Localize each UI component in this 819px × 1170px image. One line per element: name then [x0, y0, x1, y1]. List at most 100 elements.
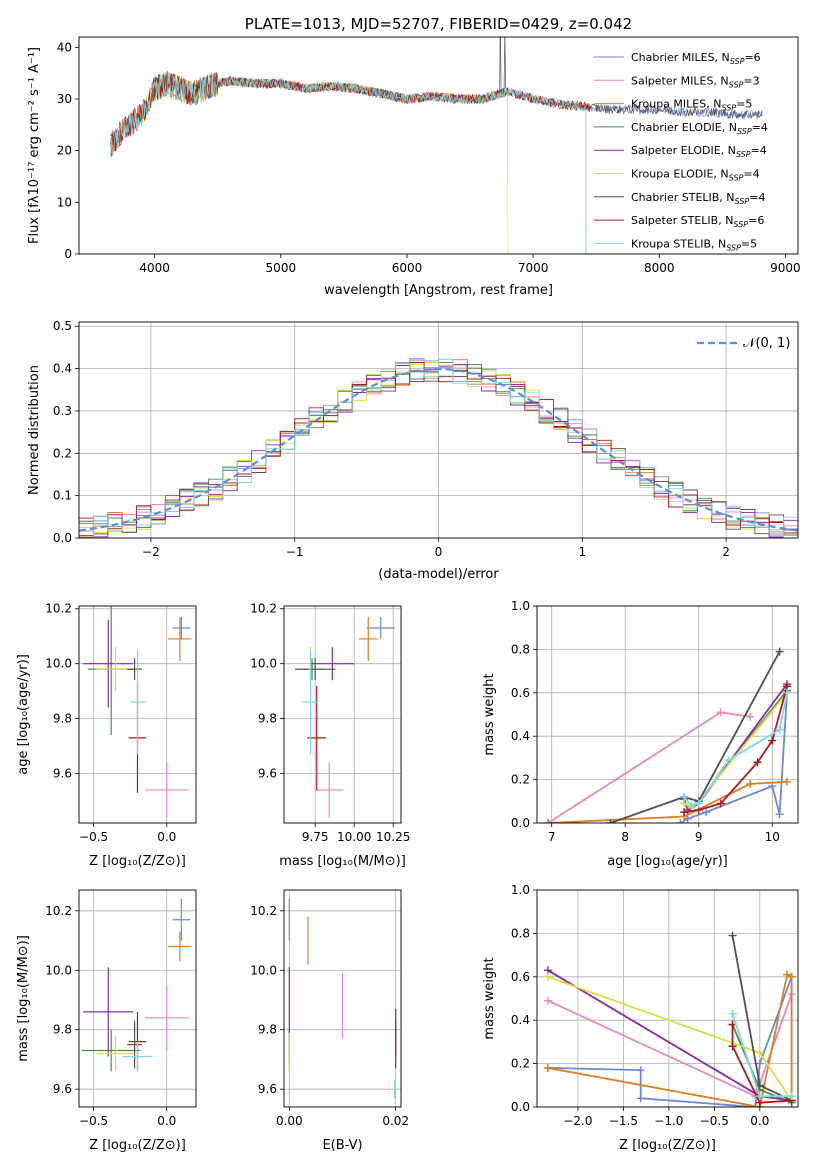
x-tick-label: −2	[142, 545, 160, 559]
y-tick-label: 1.0	[511, 883, 530, 897]
x-axis-label: E(B-V)	[322, 1138, 362, 1153]
x-tick-label: −0.5	[79, 830, 108, 844]
x-tick-label: 10.25	[376, 830, 410, 844]
axes-frame	[78, 321, 799, 539]
weight-marker	[755, 1092, 764, 1101]
x-tick-label: 10	[765, 830, 780, 844]
y-tick-label: 9.6	[53, 767, 72, 781]
y-tick-label: 0.8	[511, 926, 530, 940]
weight-line	[547, 780, 788, 823]
y-tick-label: 9.6	[258, 767, 277, 781]
legend-label: Salpeter MILES, NSSP=3	[631, 74, 760, 89]
legend-label: Chabrier STELIB, NSSP=4	[631, 191, 765, 206]
x-tick-label: 0.0	[157, 1114, 176, 1128]
weight-marker	[728, 1009, 737, 1018]
x-tick-label: −0.5	[700, 1114, 729, 1128]
y-tick-label: 9.8	[258, 712, 277, 726]
x-axis-label: Z [log₁₀(Z/Z⊙)]	[89, 854, 186, 869]
weight-marker	[775, 810, 784, 819]
panel-mass-weight-vs-Z: −2.0 −1.5 −1.0 −0.5 0.0 0.0 0.2 0.4 0.6 0.8 1.0 Z […	[482, 883, 799, 1153]
y-tick-label: 9.8	[53, 712, 72, 726]
weight-marker	[782, 688, 791, 697]
weight-marker	[606, 819, 615, 823]
errorbars	[83, 606, 192, 818]
x-axis-label: wavelength [Angstrom, rest frame]	[324, 283, 553, 298]
x-axis-label: Z [log₁₀(Z/Z⊙)]	[89, 1138, 186, 1153]
weight-marker	[694, 799, 703, 808]
weight-marker	[716, 708, 725, 717]
axes-frame	[536, 889, 799, 1108]
axes-frame	[78, 36, 799, 255]
legend-label: Chabrier MILES, NSSP=6	[631, 51, 761, 66]
x-tick-label: 5000	[266, 261, 297, 275]
normal-reference-curve	[79, 367, 798, 532]
x-tick-label: −1	[286, 545, 304, 559]
panel-mass-vs-Z: −0.5 0.0 9.6 9.8 10.0 10.2 Z [log₁₀(Z/Z⊙)] mass…	[16, 889, 197, 1153]
y-tick-label: 9.6	[258, 1082, 277, 1096]
legend-label: Kroupa MILES, NSSP=5	[631, 98, 752, 113]
x-axis-label: (data-model)/error	[378, 567, 499, 582]
weight-marker	[746, 712, 755, 721]
errorbars	[288, 898, 397, 1099]
y-tick-label: 0.4	[511, 729, 530, 743]
panel-mass-weight-vs-age: 7 8 9 10 0.0 0.2 0.4 0.6 0.8 1.0 age [log₁₀(age/yr…	[482, 599, 799, 869]
weight-marker	[636, 1066, 645, 1075]
x-tick-label: 0.0	[750, 1114, 769, 1128]
panel-spectrum: 4000 5000 6000 7000 8000 9000 0 10 20 30 40 Chabrie…	[27, 15, 801, 298]
x-tick-label: 9000	[770, 261, 801, 275]
weight-line	[547, 976, 793, 1107]
y-tick-label: 9.8	[53, 1023, 72, 1037]
y-axis-label: mass weight	[482, 957, 497, 1039]
panel-residuals: −2 −1 0 1 2 0.0 0.1 0.2 0.3 0.4 0.5 𝒩(0, 1) (data-mo…	[27, 319, 799, 582]
y-tick-label: 0.0	[53, 531, 72, 545]
y-tick-label: 10.0	[45, 963, 72, 977]
x-tick-label: 6000	[392, 261, 423, 275]
y-tick-label: 0.4	[511, 1013, 530, 1027]
weight-marker	[680, 792, 689, 801]
panel-age-vs-mass: 9.75 10.00 10.25 9.6 9.8 10.0 10.2 mass [log₁₀(…	[250, 602, 410, 869]
x-tick-label: 4000	[139, 261, 170, 275]
spectrum-line-9	[110, 71, 587, 254]
weight-marker	[787, 972, 796, 981]
x-tick-label: 8000	[644, 261, 675, 275]
y-tick-label: 0.0	[511, 816, 530, 830]
chart-title: PLATE=1013, MJD=52707, FIBERID=0429, z=0…	[245, 15, 632, 33]
y-axis-label: mass [log₁₀(M/M⊙)]	[16, 935, 31, 1062]
panel-age-vs-Z: −0.5 0.0 9.6 9.8 10.0 10.2 Z [log₁₀(Z/Z⊙)] age …	[16, 602, 197, 869]
weight-marker	[724, 756, 733, 765]
weight-marker	[775, 647, 784, 656]
weight-marker	[768, 736, 777, 745]
weight-marker	[543, 972, 552, 981]
weight-marker	[782, 777, 791, 786]
y-axis-label: mass weight	[482, 673, 497, 755]
x-tick-label: 0.0	[157, 830, 176, 844]
x-tick-label: −0.5	[79, 1114, 108, 1128]
weight-marker	[544, 819, 553, 823]
weight-marker	[787, 1092, 796, 1101]
y-tick-label: 10.2	[250, 602, 277, 616]
y-tick-label: 10.0	[250, 657, 277, 671]
weight-line	[610, 651, 781, 823]
y-tick-label: 0.1	[53, 489, 72, 503]
weight-marker	[543, 1063, 552, 1072]
axes-frame	[283, 605, 402, 824]
y-tick-label: 10	[57, 195, 72, 209]
weight-marker	[543, 996, 552, 1005]
weight-marker	[746, 779, 755, 788]
x-axis-label: mass [log₁₀(M/M⊙)]	[279, 854, 406, 869]
y-tick-label: 9.8	[258, 1023, 277, 1037]
y-tick-label: 10.0	[45, 657, 72, 671]
y-tick-label: 0.0	[511, 1100, 530, 1114]
weight-marker	[755, 1048, 764, 1057]
x-tick-label: 9.75	[302, 830, 329, 844]
weight-line	[547, 973, 793, 1107]
legend-label: Kroupa ELODIE, NSSP=4	[631, 168, 760, 183]
x-tick-label: −1.0	[654, 1114, 683, 1128]
y-tick-label: 10.2	[45, 904, 72, 918]
y-tick-label: 0.6	[511, 686, 530, 700]
weight-line	[731, 1024, 792, 1104]
y-tick-label: 0.3	[53, 404, 72, 418]
x-tick-label: 8	[621, 830, 629, 844]
x-tick-label: −1.5	[609, 1114, 638, 1128]
